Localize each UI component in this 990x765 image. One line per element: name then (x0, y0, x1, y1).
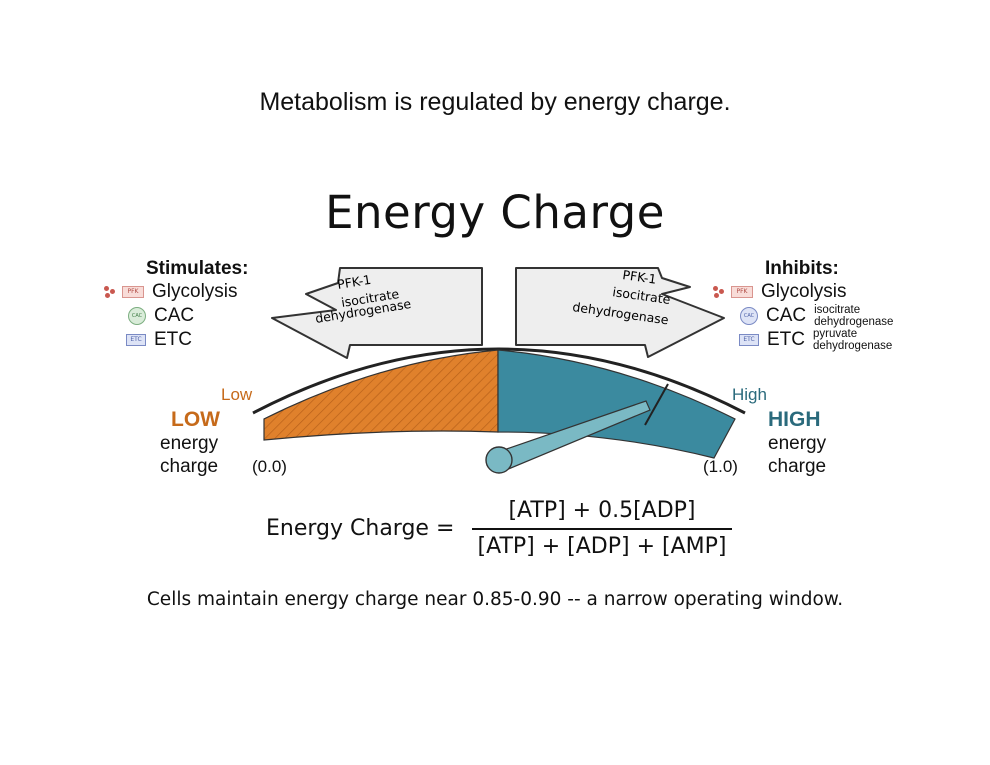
footer-note: Cells maintain energy charge near 0.85-0… (146, 589, 844, 610)
inhibits-label-cac: CAC (766, 305, 807, 326)
low-charge-word: charge (160, 456, 219, 477)
high-energy-word: energy (768, 433, 827, 454)
diagram-title: Energy Charge (325, 186, 665, 239)
operating-window-divider (644, 383, 669, 426)
formula-numerator: [ATP] + 0.5[ADP] (508, 498, 696, 523)
cac-cycle-icon: CAC (740, 307, 758, 325)
inhibits-heading: Inhibits: (765, 258, 839, 279)
gauge-high-word: High (732, 385, 767, 404)
formula-denominator: [ATP] + [ADP] + [AMP] (477, 534, 727, 559)
stimulates-item-cac: CAC CAC (128, 304, 248, 328)
metabolite-dots-icon (104, 285, 118, 299)
high-energy-heading: HIGH (768, 408, 821, 431)
left-arrow-label-1: PFK-1 (336, 272, 372, 292)
right-arrow-shape (515, 267, 725, 358)
etc-arrow-icon: ETC (739, 334, 759, 346)
inhibits-label-etc: ETC (767, 329, 805, 350)
inhibits-sub-etc: pyruvate dehydrogenase (813, 328, 893, 352)
stimulates-item-glycolysis: PFK Glycolysis (104, 280, 248, 304)
left-arrow-shape (271, 267, 483, 359)
right-arrow-label-1: PFK-1 (622, 267, 658, 287)
metabolite-dots-icon (713, 285, 727, 299)
inhibits-label-glycolysis: Glycolysis (761, 281, 847, 302)
etc-arrow-icon: ETC (126, 334, 146, 346)
high-charge-word: charge (768, 456, 827, 477)
stimulates-label-glycolysis: Glycolysis (152, 281, 238, 302)
stimulates-label-etc: ETC (154, 329, 192, 350)
slide-title: Metabolism is regulated by energy charge… (259, 88, 731, 116)
stimulates-label-cac: CAC (154, 305, 195, 326)
cac-cycle-icon: CAC (128, 307, 146, 325)
inhibits-item-etc: ETC ETC pyruvate dehydrogenase (739, 328, 914, 352)
stimulates-heading: Stimulates: (146, 258, 249, 279)
low-energy-heading: LOW (171, 408, 220, 431)
stimulates-panel: Stimulates: PFK Glycolysis CAC CAC ETC E… (104, 258, 248, 352)
gauge-low-word: Low (221, 385, 253, 404)
low-energy-word: energy (160, 433, 219, 454)
inhibits-sub-cac: isocitrate dehydrogenase (814, 304, 894, 328)
pfk-icon: PFK (122, 286, 144, 298)
stimulates-item-etc: ETC ETC (126, 328, 248, 352)
gauge-max-label: (1.0) (703, 457, 738, 476)
inhibits-panel: Inhibits: PFK Glycolysis CAC CAC isocitr… (713, 258, 914, 352)
gauge-needle-hub (485, 446, 513, 474)
gauge-min-label: (0.0) (252, 457, 287, 476)
inhibits-item-glycolysis: PFK Glycolysis (713, 280, 914, 304)
gauge-outer-arc (252, 347, 746, 415)
inhibits-item-cac: CAC CAC isocitrate dehydrogenase (740, 304, 914, 328)
formula-lhs: Energy Charge = (266, 516, 455, 541)
pfk-icon: PFK (731, 286, 753, 298)
